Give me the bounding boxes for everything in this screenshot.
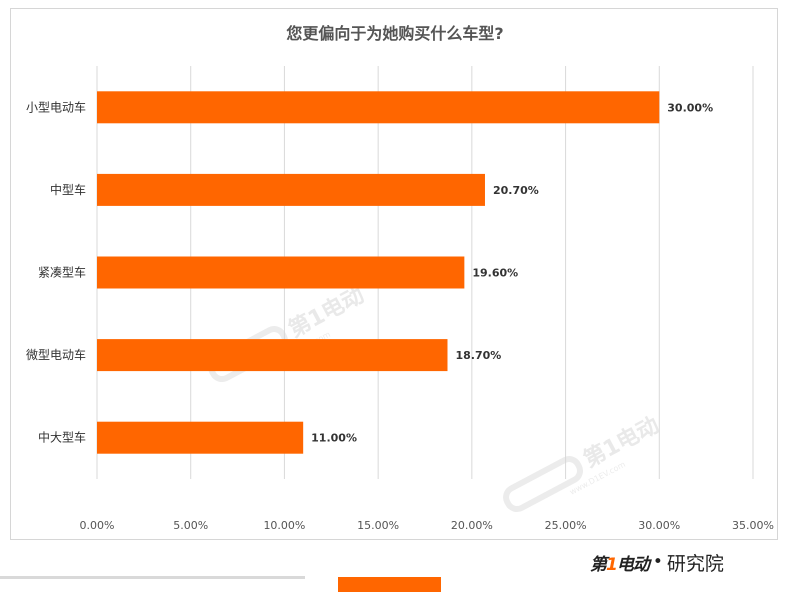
logo-brand-prefix: 第	[590, 554, 607, 575]
data-label: 19.60%	[472, 267, 518, 280]
bar	[97, 91, 660, 124]
category-label: 小型电动车	[26, 99, 86, 114]
footer-divider	[0, 576, 305, 579]
bar	[97, 173, 485, 206]
logo-separator: •	[652, 552, 663, 572]
x-tick-label: 35.00%	[732, 519, 774, 532]
category-label: 微型电动车	[26, 347, 86, 362]
data-label: 11.00%	[311, 432, 357, 445]
x-tick-label: 10.00%	[263, 519, 305, 532]
watermark-upper: 第1电动 www.D1EV.com	[208, 282, 368, 383]
x-tick-label: 20.00%	[451, 519, 493, 532]
x-axis-tick-labels: 0.00% 5.00% 10.00% 15.00% 20.00% 25.00% 30.00%…	[80, 519, 774, 532]
footer-logo: 第1电动 • 研究院	[590, 549, 724, 575]
bars	[97, 91, 660, 454]
x-tick-label: 0.00%	[80, 519, 115, 532]
category-label: 中大型车	[38, 430, 86, 445]
x-tick-label: 25.00%	[545, 519, 587, 532]
x-tick-label: 30.00%	[638, 519, 680, 532]
logo-brand-suffix: 电动	[616, 554, 650, 575]
bar-chart: 第1电动 www.D1EV.com 第1电动 www.D1EV.com 您更偏向…	[26, 24, 774, 532]
x-tick-label: 5.00%	[173, 519, 208, 532]
watermark-lower: 第1电动 www.D1EV.com	[503, 412, 663, 513]
bar	[97, 339, 448, 372]
watermark-car-icon	[503, 456, 583, 513]
data-label: 20.70%	[493, 184, 539, 197]
logo-brand-one: 1	[606, 554, 618, 575]
category-label: 紧凑型车	[38, 265, 86, 280]
x-tick-label: 15.00%	[357, 519, 399, 532]
category-label: 中型车	[50, 182, 86, 197]
data-labels: 30.00% 20.70% 19.60% 18.70% 11.00%	[311, 101, 713, 444]
chart-title: 您更偏向于为她购买什么车型?	[286, 24, 503, 43]
bar	[97, 256, 465, 289]
data-label: 30.00%	[667, 101, 713, 114]
bar	[97, 421, 304, 454]
logo-institute: 研究院	[666, 552, 724, 575]
chart-frame: 第1电动 www.D1EV.com 第1电动 www.D1EV.com 您更偏向…	[10, 8, 778, 540]
footer-accent-bar	[338, 577, 441, 592]
data-label: 18.70%	[455, 349, 501, 362]
logo-brand: 第1电动	[590, 550, 650, 575]
